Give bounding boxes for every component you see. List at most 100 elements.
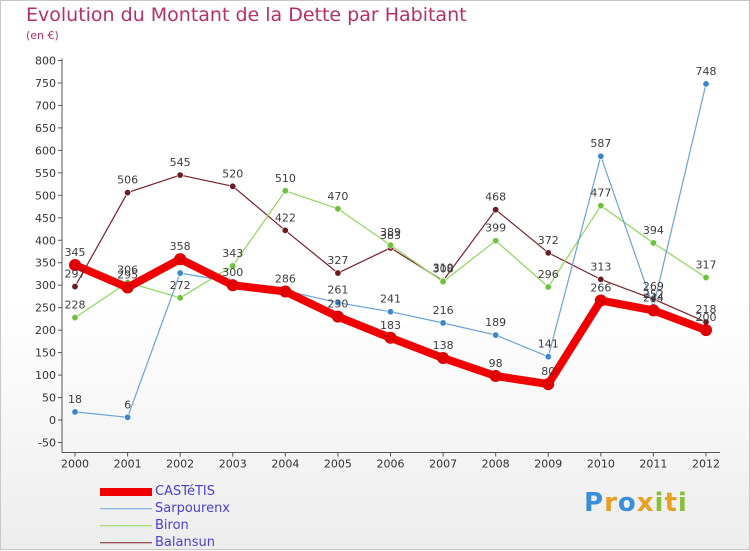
legend-swatch xyxy=(100,507,152,510)
data-label-sarpourenx: 261 xyxy=(327,284,348,297)
y-tick-label: 300 xyxy=(35,279,56,292)
data-label-biron: 470 xyxy=(327,190,348,203)
data-label-caste-tis: 345 xyxy=(65,246,86,259)
y-tick-label: 500 xyxy=(35,189,56,202)
data-label-balansun: 422 xyxy=(275,211,296,224)
data-point-biron xyxy=(702,274,710,282)
legend-label: CASTéTIS xyxy=(155,484,215,499)
data-point-caste-tis xyxy=(647,304,660,317)
data-label-balansun: 310 xyxy=(433,262,454,275)
data-point-caste-tis xyxy=(279,285,292,298)
data-point-sarpourenx xyxy=(544,353,552,361)
logo-letter: o xyxy=(617,488,637,518)
unit-label: (en €) xyxy=(26,29,59,42)
data-label-caste-tis: 230 xyxy=(327,298,348,311)
data-point-balansun xyxy=(176,171,184,179)
data-label-sarpourenx: 252 xyxy=(643,288,664,301)
data-point-balansun xyxy=(71,283,79,291)
data-label-balansun: 468 xyxy=(485,191,506,204)
data-label-biron: 394 xyxy=(643,224,664,237)
data-point-sarpourenx xyxy=(71,408,79,416)
x-tick-label: 2009 xyxy=(534,458,562,471)
data-point-caste-tis xyxy=(594,294,607,307)
data-label-biron: 296 xyxy=(538,268,559,281)
data-label-balansun: 372 xyxy=(538,234,559,247)
legend-label: Balansun xyxy=(155,535,215,550)
data-point-caste-tis xyxy=(542,378,555,391)
y-tick-label: 750 xyxy=(35,77,56,90)
data-label-caste-tis: 183 xyxy=(380,319,401,332)
data-label-sarpourenx: 189 xyxy=(485,316,506,329)
data-point-caste-tis xyxy=(226,279,239,292)
logo-letter: r xyxy=(604,488,618,518)
data-label-caste-tis: 138 xyxy=(433,339,454,352)
y-tick-label: 50 xyxy=(42,392,56,405)
data-point-biron xyxy=(229,262,237,270)
y-tick-label: 700 xyxy=(35,99,56,112)
y-tick-label: 550 xyxy=(35,167,56,180)
data-point-caste-tis xyxy=(384,331,397,344)
y-tick-label: 250 xyxy=(35,302,56,315)
data-point-biron xyxy=(71,314,79,322)
data-point-balansun xyxy=(334,269,342,277)
data-point-sarpourenx xyxy=(124,413,132,421)
x-tick-label: 2005 xyxy=(324,458,352,471)
y-tick-label: 600 xyxy=(35,144,56,157)
data-point-biron xyxy=(649,239,657,247)
data-point-sarpourenx xyxy=(386,308,394,316)
logo-letter: P xyxy=(584,488,605,518)
legend-swatch xyxy=(100,487,152,496)
data-label-caste-tis: 200 xyxy=(696,311,717,324)
data-point-sarpourenx xyxy=(492,331,500,339)
data-label-caste-tis: 358 xyxy=(170,240,191,253)
data-point-sarpourenx xyxy=(439,319,447,327)
data-label-sarpourenx: 587 xyxy=(590,137,611,150)
data-label-caste-tis: 98 xyxy=(489,357,503,370)
x-tick-label: 2004 xyxy=(271,458,299,471)
data-point-caste-tis xyxy=(700,324,712,337)
data-label-sarpourenx: 141 xyxy=(538,338,559,351)
x-tick-label: 2000 xyxy=(61,458,89,471)
data-point-balansun xyxy=(124,189,132,197)
y-tick-label: 0 xyxy=(49,414,56,427)
x-tick-label: 2012 xyxy=(692,458,720,471)
data-label-biron: 389 xyxy=(380,226,401,239)
data-label-caste-tis: 295 xyxy=(117,268,138,281)
data-label-balansun: 327 xyxy=(327,254,348,267)
data-label-sarpourenx: 6 xyxy=(124,398,131,411)
legend-label: Sarpourenx xyxy=(155,501,230,516)
data-point-biron xyxy=(176,294,184,302)
y-tick-label: 200 xyxy=(35,324,56,337)
data-label-sarpourenx: 18 xyxy=(68,393,82,406)
data-point-caste-tis xyxy=(489,369,502,382)
data-point-caste-tis xyxy=(174,253,187,266)
y-tick-label: 150 xyxy=(35,347,56,360)
data-label-balansun: 297 xyxy=(65,268,86,281)
y-tick-label: 100 xyxy=(35,369,56,382)
data-point-sarpourenx xyxy=(334,299,342,307)
data-label-balansun: 506 xyxy=(117,174,138,187)
page-title: Evolution du Montant de la Dette par Hab… xyxy=(26,4,467,26)
x-tick-label: 2010 xyxy=(587,458,615,471)
y-tick-label: -50 xyxy=(38,437,56,450)
data-point-biron xyxy=(334,205,342,213)
data-point-caste-tis xyxy=(437,352,450,365)
legend-label: Biron xyxy=(155,518,189,533)
data-point-balansun xyxy=(229,182,237,190)
legend-swatch xyxy=(100,524,152,527)
data-label-balansun: 383 xyxy=(380,229,401,242)
data-label-balansun: 313 xyxy=(590,260,611,273)
y-tick-label: 350 xyxy=(35,257,56,270)
data-label-biron: 510 xyxy=(275,172,296,185)
legend-swatch xyxy=(100,541,152,544)
x-tick-label: 2006 xyxy=(377,458,405,471)
data-label-biron: 399 xyxy=(485,222,506,235)
data-label-biron: 308 xyxy=(433,263,454,276)
data-point-sarpourenx xyxy=(176,269,184,277)
data-label-biron: 477 xyxy=(590,187,611,200)
data-label-sarpourenx: 216 xyxy=(433,304,454,317)
x-tick-label: 2007 xyxy=(429,458,457,471)
data-point-sarpourenx xyxy=(597,152,605,160)
x-tick-label: 2001 xyxy=(114,458,142,471)
